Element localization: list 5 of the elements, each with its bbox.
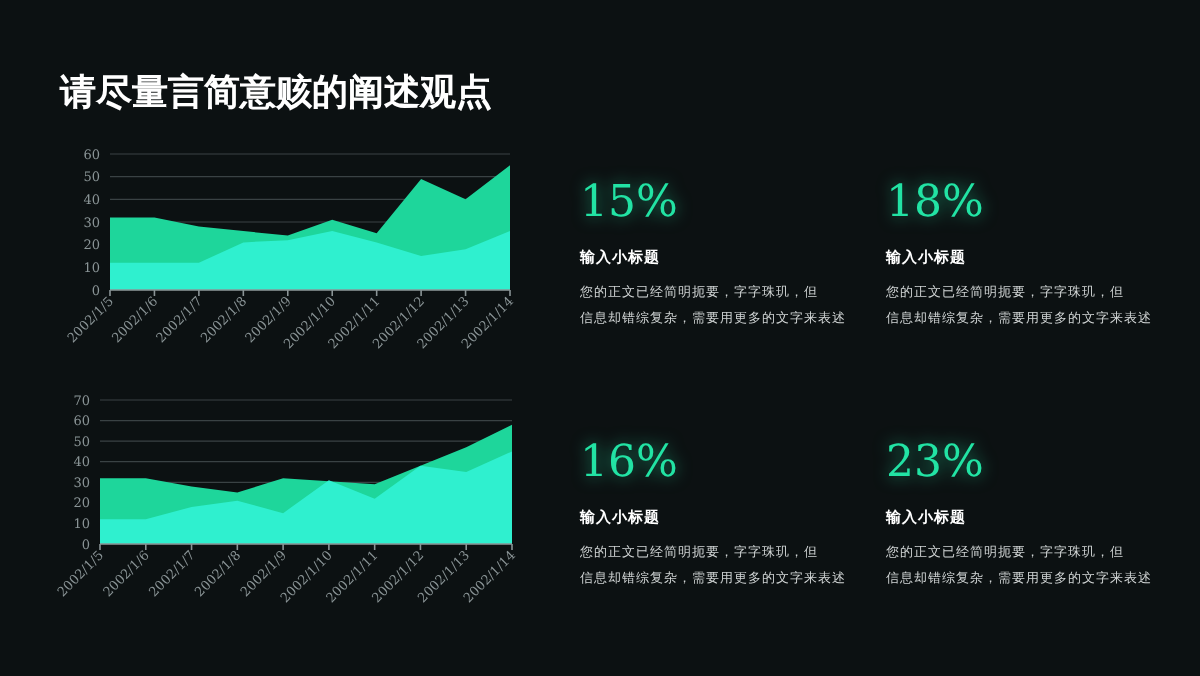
text: 15% xyxy=(580,178,678,228)
text: 23% xyxy=(886,438,984,488)
text: 16% xyxy=(580,438,678,488)
chart-title: 请尽量言简意赅的阐述观点 xyxy=(58,72,492,114)
text: 18% xyxy=(886,178,984,228)
